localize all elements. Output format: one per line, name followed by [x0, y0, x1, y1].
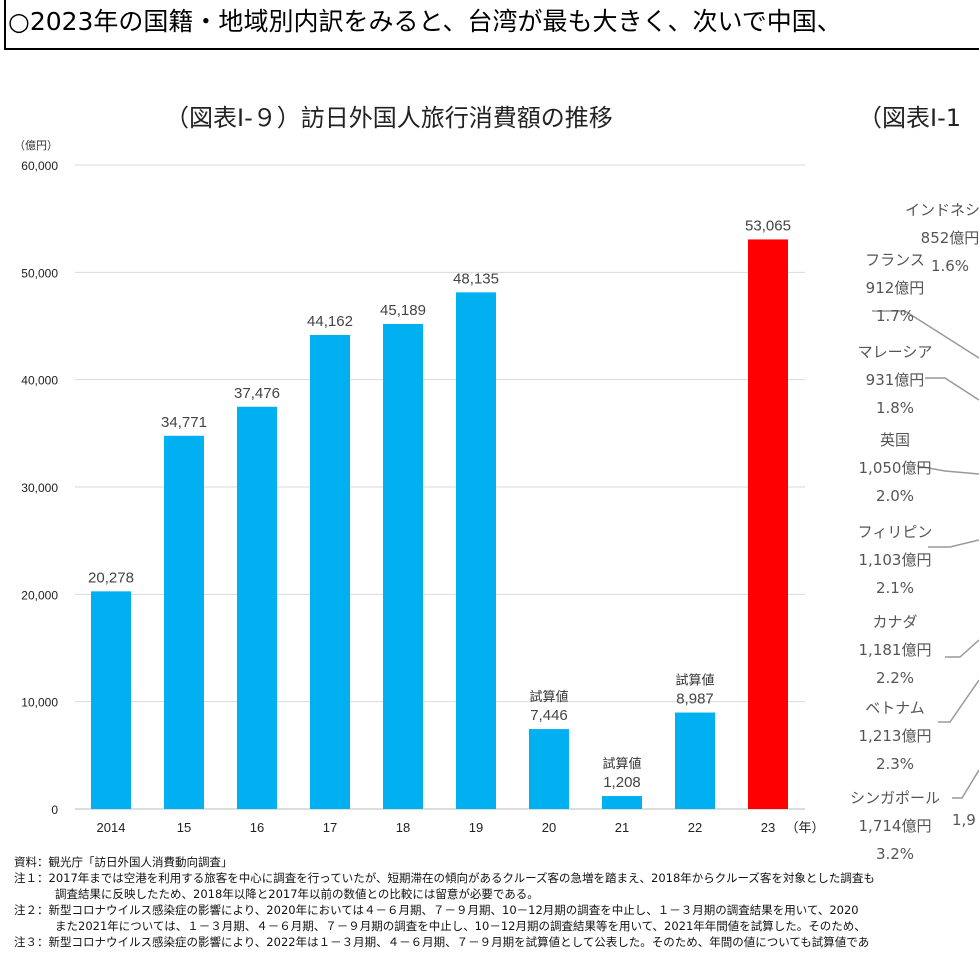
pie-label: カナダ 1,181億円 2.2% — [850, 608, 940, 692]
bar — [675, 712, 715, 809]
data-label: 48,135 — [453, 270, 499, 287]
pie-label-share: 1.8% — [875, 399, 915, 417]
leader-line — [945, 639, 979, 658]
pie-label-name: マレーシア — [857, 343, 933, 361]
pie-label-name: 英国 — [879, 431, 910, 449]
pie-label: シンガポール 1,714億円 3.2% — [850, 784, 940, 868]
y-axis-unit: （億円） — [14, 139, 58, 152]
pie-label-clipped: 1,9 — [952, 811, 976, 829]
bar — [164, 435, 204, 809]
pie-label-share: 3.2% — [875, 845, 915, 863]
leader-line — [872, 310, 979, 359]
estimate-annotation: 試算値 — [529, 689, 568, 705]
pie-label-share: 2.3% — [875, 755, 915, 773]
pie-label-amount: 1,103億円 — [858, 551, 932, 569]
y-tick-label: 10,000 — [21, 696, 58, 710]
x-tick-label: 15 — [177, 820, 191, 835]
data-label: 34,771 — [161, 414, 207, 431]
data-label: 45,189 — [380, 302, 426, 319]
pie-label-name: インドネシア — [905, 201, 979, 219]
pie-label-name: フィリピン — [857, 523, 933, 541]
note-2-cont: また2021年については、１－３月期、４－６月期、７－９月期の調査を中止し、10… — [55, 919, 866, 933]
leader-line — [928, 539, 979, 548]
leader-line — [925, 377, 979, 401]
bar — [748, 239, 788, 809]
pie-label-amount: 1,714億円 — [858, 817, 932, 835]
bar — [91, 591, 131, 809]
estimate-annotation: 試算値 — [602, 756, 641, 772]
x-axis-unit: （年） — [785, 821, 824, 836]
x-tick-label: 20 — [542, 820, 556, 835]
note-1: 注１：2017年までは空港を利用する旅客を中心に調査を行っていたが、短期滞在の傾… — [14, 871, 875, 885]
headline: ○2023年の国籍・地域別内訳をみると、台湾が最も大きく、次いで中国、 — [4, 0, 979, 50]
pie-label: フィリピン 1,103億円 2.1% — [850, 518, 940, 602]
bar — [383, 323, 423, 809]
pie-label: インドネシア 852億円 1.6% — [905, 196, 979, 280]
pie-label-amount: 1,050億円 — [858, 459, 932, 477]
right-chart-title: （図表Ⅰ-1 — [858, 104, 962, 132]
leader-line — [952, 769, 979, 799]
source-note: 資料：観光庁「訪日外国人消費動向調査」 — [14, 855, 233, 869]
pie-label-amount: 1,213億円 — [858, 727, 932, 745]
pie-label-amount: 852億円 — [920, 229, 979, 247]
x-tick-label: 22 — [688, 820, 702, 835]
y-tick-label: 60,000 — [21, 159, 58, 173]
data-label: 20,278 — [88, 569, 134, 586]
y-tick-label: 0 — [51, 803, 58, 817]
data-label: 37,476 — [234, 385, 280, 402]
estimate-annotation: 試算値 — [675, 673, 714, 689]
data-label: 7,446 — [530, 707, 568, 724]
y-tick-label: 40,000 — [21, 374, 58, 388]
data-label: 1,208 — [603, 774, 641, 791]
pie-label: 英国 1,050億円 2.0% — [850, 426, 940, 510]
y-tick-label: 20,000 — [21, 588, 58, 602]
pie-label-amount: 931億円 — [865, 371, 925, 389]
bar — [310, 334, 350, 809]
x-tick-label: 2014 — [97, 820, 126, 835]
data-label: 53,065 — [745, 217, 791, 234]
pie-label-share: 1.7% — [875, 307, 915, 325]
pie-label-share: 2.0% — [875, 487, 915, 505]
pie-label-amount: 1,181億円 — [858, 641, 932, 659]
y-tick-label: 50,000 — [21, 266, 58, 280]
pie-label-share: 1.6% — [930, 257, 970, 275]
leader-line — [916, 465, 979, 475]
note-2: 注２：新型コロナウイルス感染症の影響により、2020年においては４－６月期、７－… — [14, 903, 859, 917]
pie-label-name: フランス — [865, 251, 925, 269]
pie-label-name: カナダ — [872, 613, 918, 631]
bar — [602, 796, 642, 809]
notes: 資料：観光庁「訪日外国人消費動向調査」 注１：2017年までは空港を利用する旅客… — [14, 854, 875, 950]
pie-label: マレーシア 931億円 1.8% — [850, 338, 940, 422]
bar — [456, 292, 496, 809]
bar — [529, 729, 569, 809]
pie-label-name: シンガポール — [850, 789, 941, 807]
data-label: 44,162 — [307, 313, 353, 330]
pie-label: ベトナム 1,213億円 2.3% — [850, 694, 940, 778]
x-tick-label: 17 — [323, 820, 337, 835]
chart-title: （図表Ⅰ-９）訪日外国人旅行消費額の推移 — [165, 104, 613, 132]
note-1-cont: 調査結果に反映したため、2018年以降と2017年以前の数値との比較には留意が必… — [55, 887, 539, 901]
x-tick-label: 18 — [396, 820, 410, 835]
note-3: 注３：新型コロナウイルス感染症の影響により、2022年は１－３月期、４－６月期、… — [14, 935, 870, 949]
pie-label-amount: 912億円 — [865, 279, 925, 297]
x-tick-label: 16 — [250, 820, 264, 835]
leader-line — [938, 679, 979, 723]
x-tick-label: 19 — [469, 820, 483, 835]
x-tick-label: 21 — [615, 820, 629, 835]
pie-label-share: 2.2% — [875, 669, 915, 687]
pie-label: フランス 912億円 1.7% — [850, 246, 940, 330]
pie-label-name: ベトナム — [865, 699, 925, 717]
x-tick-label: 23 — [761, 820, 775, 835]
bar — [237, 406, 277, 809]
y-tick-label: 30,000 — [21, 481, 58, 495]
pie-label-share: 2.1% — [875, 579, 915, 597]
data-label: 8,987 — [676, 691, 714, 708]
